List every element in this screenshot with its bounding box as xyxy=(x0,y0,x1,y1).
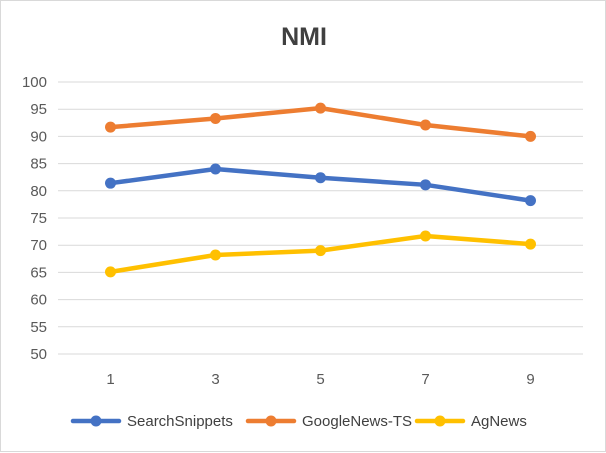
series-searchsnippets xyxy=(105,163,536,207)
legend-label: AgNews xyxy=(471,413,527,430)
y-tick-label: 80 xyxy=(30,183,47,200)
y-tick-label: 95 xyxy=(30,101,47,118)
y-tick-label: 60 xyxy=(30,292,47,309)
legend-label: SearchSnippets xyxy=(127,413,233,430)
data-point xyxy=(525,238,536,250)
y-tick-label: 65 xyxy=(30,264,47,281)
legend-item: SearchSnippets xyxy=(70,413,233,430)
y-tick-label: 90 xyxy=(30,128,47,145)
data-point xyxy=(315,172,326,184)
x-axis-ticks: 1 3 5 7 9 xyxy=(106,371,534,388)
series-googlenews-ts xyxy=(105,102,536,142)
legend-swatch-marker xyxy=(265,415,277,427)
data-point xyxy=(105,266,116,278)
y-tick-label: 100 xyxy=(22,74,47,91)
data-point xyxy=(210,249,221,261)
legend-swatch-marker xyxy=(90,415,102,427)
chart-title: NMI xyxy=(281,23,327,51)
x-tick-label: 3 xyxy=(211,371,219,388)
data-point xyxy=(105,121,116,133)
y-axis-ticks: 50 55 60 65 70 75 80 85 90 95 100 xyxy=(22,74,47,363)
data-point xyxy=(420,179,431,191)
y-tick-label: 55 xyxy=(30,319,47,336)
series-agnews xyxy=(105,230,536,278)
data-point xyxy=(210,112,221,124)
legend-label: GoogleNews-TS xyxy=(302,413,412,430)
data-point xyxy=(525,130,536,142)
x-tick-label: 5 xyxy=(316,371,324,388)
x-tick-label: 1 xyxy=(106,371,114,388)
data-point xyxy=(525,195,536,207)
data-point xyxy=(210,163,221,175)
data-point xyxy=(420,119,431,131)
data-point xyxy=(105,177,116,189)
legend-swatch-marker xyxy=(434,415,446,427)
legend: SearchSnippets GoogleNews-TS AgNews xyxy=(70,413,527,430)
y-tick-label: 70 xyxy=(30,237,47,254)
data-point xyxy=(315,245,326,257)
x-tick-label: 9 xyxy=(526,371,534,388)
series-lines xyxy=(105,102,536,278)
legend-item: AgNews xyxy=(414,413,527,430)
x-tick-label: 7 xyxy=(421,371,429,388)
y-tick-label: 75 xyxy=(30,210,47,227)
legend-item: GoogleNews-TS xyxy=(245,413,412,430)
data-point xyxy=(420,230,431,242)
y-tick-label: 50 xyxy=(30,346,47,363)
y-tick-label: 85 xyxy=(30,156,47,173)
data-point xyxy=(315,102,326,114)
